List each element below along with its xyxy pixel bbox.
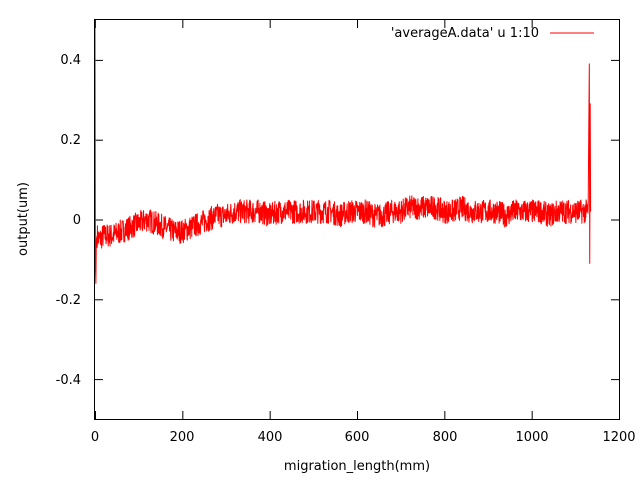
x-tick-label: 200 (170, 430, 195, 445)
x-tick-label: 1200 (602, 430, 635, 445)
x-axis-label: migration_length(mm) (284, 459, 430, 474)
x-tick-label: 1000 (515, 430, 548, 445)
x-tick-label: 0 (91, 430, 99, 445)
y-tick-label: 0.2 (60, 133, 81, 148)
x-tick-label: 800 (433, 430, 458, 445)
y-tick-label: -0.2 (56, 293, 81, 308)
legend-label: 'averageA.data' u 1:10 (391, 26, 539, 41)
x-tick-label: 600 (345, 430, 370, 445)
series-line (94, 19, 592, 284)
y-axis-label: output(um) (16, 182, 31, 256)
data-layer (94, 19, 592, 284)
y-tick-label: 0.4 (60, 53, 81, 68)
x-tick-label: 400 (258, 430, 283, 445)
y-tick-label: -0.4 (56, 373, 81, 388)
plot-frame (94, 19, 620, 420)
y-tick-label: 0 (73, 213, 81, 228)
